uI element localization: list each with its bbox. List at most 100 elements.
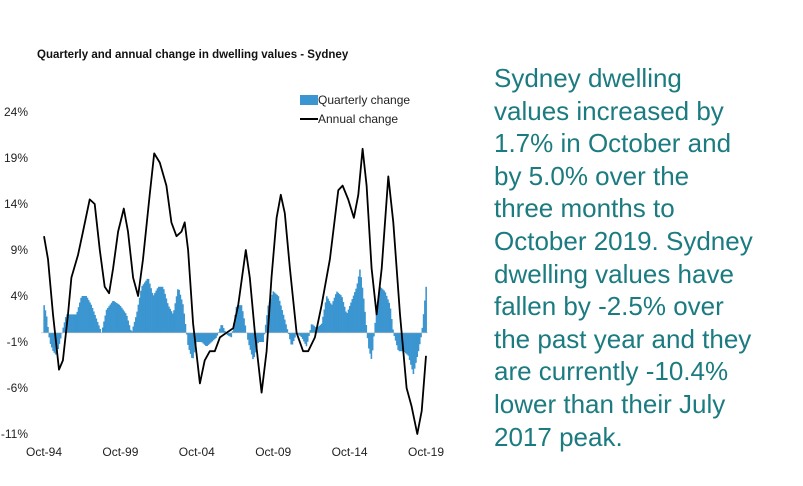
quarterly-bar: [147, 278, 150, 333]
quarterly-bar: [141, 286, 143, 333]
quarterly-bar: [314, 326, 317, 333]
quarterly-bar: [294, 332, 296, 338]
quarterly-bar: [174, 303, 177, 333]
quarterly-bar: [313, 325, 315, 333]
quarterly-bar: [298, 332, 300, 335]
quarterly-bar: [57, 332, 59, 350]
quarterly-bar: [220, 325, 222, 333]
commentary-line: Sydney dwelling: [494, 63, 682, 93]
quarterly-bar: [398, 332, 401, 352]
y-tick-label: -6%: [7, 381, 29, 395]
quarterly-bar: [205, 332, 207, 346]
quarterly-bar: [421, 327, 424, 333]
quarterly-bar: [408, 332, 411, 361]
quarterly-bar: [48, 332, 51, 338]
quarterly-bar: [182, 304, 184, 333]
quarterly-bar: [128, 325, 131, 333]
quarterly-bar: [198, 332, 201, 342]
quarterly-bar: [337, 292, 340, 333]
quarterly-bar: [188, 332, 191, 350]
quarterly-bar: [63, 322, 66, 333]
quarterly-bar: [70, 314, 72, 333]
quarterly-bar: [258, 332, 261, 342]
quarterly-bar: [140, 290, 142, 333]
quarterly-bar: [161, 286, 164, 333]
quarterly-bar: [180, 299, 183, 333]
quarterly-bar: [406, 332, 408, 355]
quarterly-bar: [163, 289, 165, 333]
quarterly-bar: [49, 332, 52, 344]
quarterly-bar: [378, 294, 380, 333]
x-tick-label: Oct-04: [179, 445, 215, 459]
quarterly-bar: [217, 332, 220, 333]
quarterly-bar: [374, 322, 377, 333]
commentary-line: values increased by: [494, 95, 724, 126]
quarterly-bar: [356, 283, 359, 333]
quarterly-bar: [95, 318, 98, 333]
quarterly-bar: [366, 332, 369, 339]
quarterly-bar: [291, 332, 294, 345]
quarterly-bar: [170, 311, 173, 333]
quarterly-bar: [340, 295, 342, 333]
quarterly-bar: [47, 326, 49, 333]
quarterly-bar: [231, 331, 234, 333]
quarterly-bar: [411, 332, 413, 370]
commentary-line: are currently -10.4%: [494, 356, 729, 387]
commentary-line: 1.7% in October and: [494, 128, 732, 159]
quarterly-bar: [382, 289, 384, 333]
quarterly-bar: [168, 306, 170, 333]
quarterly-bar: [266, 315, 268, 333]
quarterly-bar: [359, 269, 361, 333]
quarterly-bar: [336, 291, 338, 333]
legend-swatch-bar: [300, 94, 318, 105]
quarterly-bar: [362, 298, 365, 333]
quarterly-bar: [389, 308, 392, 333]
quarterly-bar: [208, 332, 211, 344]
quarterly-bar: [376, 304, 379, 333]
quarterly-bar: [333, 297, 336, 333]
quarterly-bar: [252, 332, 254, 360]
legend-swatch-line: [300, 117, 318, 120]
commentary-line: fallen by -2.5% over: [494, 291, 724, 322]
quarterly-bar: [331, 304, 333, 333]
quarterly-bar: [164, 293, 166, 333]
quarterly-bar: [323, 309, 326, 333]
commentary-line: dwelling values have: [494, 258, 734, 289]
quarterly-bar: [224, 330, 226, 333]
quarterly-bar: [373, 332, 375, 337]
quarterly-bar: [379, 286, 382, 333]
quarterly-bar: [263, 332, 266, 335]
quarterly-bar: [417, 332, 420, 352]
quarterly-bar: [239, 305, 242, 333]
quarterly-bar: [360, 277, 362, 333]
quarterly-bar: [328, 300, 331, 333]
quarterly-bar: [99, 328, 101, 333]
quarterly-bar: [197, 332, 200, 342]
quarterly-bar: [299, 332, 301, 336]
quarterly-bar: [86, 297, 89, 333]
quarterly-bar: [403, 332, 406, 353]
quarterly-bar: [80, 297, 82, 333]
y-tick-label: 24%: [4, 105, 28, 119]
quarterly-bar: [345, 311, 347, 333]
quarterly-bar: [229, 332, 231, 337]
quarterly-bar: [322, 316, 324, 333]
quarterly-bar: [393, 332, 396, 336]
quarterly-bar: [346, 313, 348, 333]
quarterly-bar: [387, 299, 389, 333]
quarterly-bar: [253, 332, 256, 358]
chart-title: Quarterly and annual change in dwelling …: [37, 49, 349, 61]
quarterly-bar: [310, 324, 313, 333]
x-tick-label: Oct-99: [102, 445, 138, 459]
quarterly-bar: [342, 301, 345, 333]
quarterly-bar: [278, 300, 281, 333]
quarterly-bar: [425, 286, 427, 333]
quarterly-bar: [284, 319, 286, 333]
quarterly-bar: [211, 332, 214, 342]
quarterly-bar: [248, 332, 250, 346]
quarterly-bar: [157, 286, 160, 333]
quarterly-bar: [127, 320, 129, 333]
commentary-line: 2017 peak.: [494, 421, 623, 452]
commentary-line: by 5.0% over the: [494, 160, 690, 191]
chart: 24%19%14%9%4%-1%-6%-11% Oct-94 Oct-99 Oct-…: [1, 105, 444, 459]
